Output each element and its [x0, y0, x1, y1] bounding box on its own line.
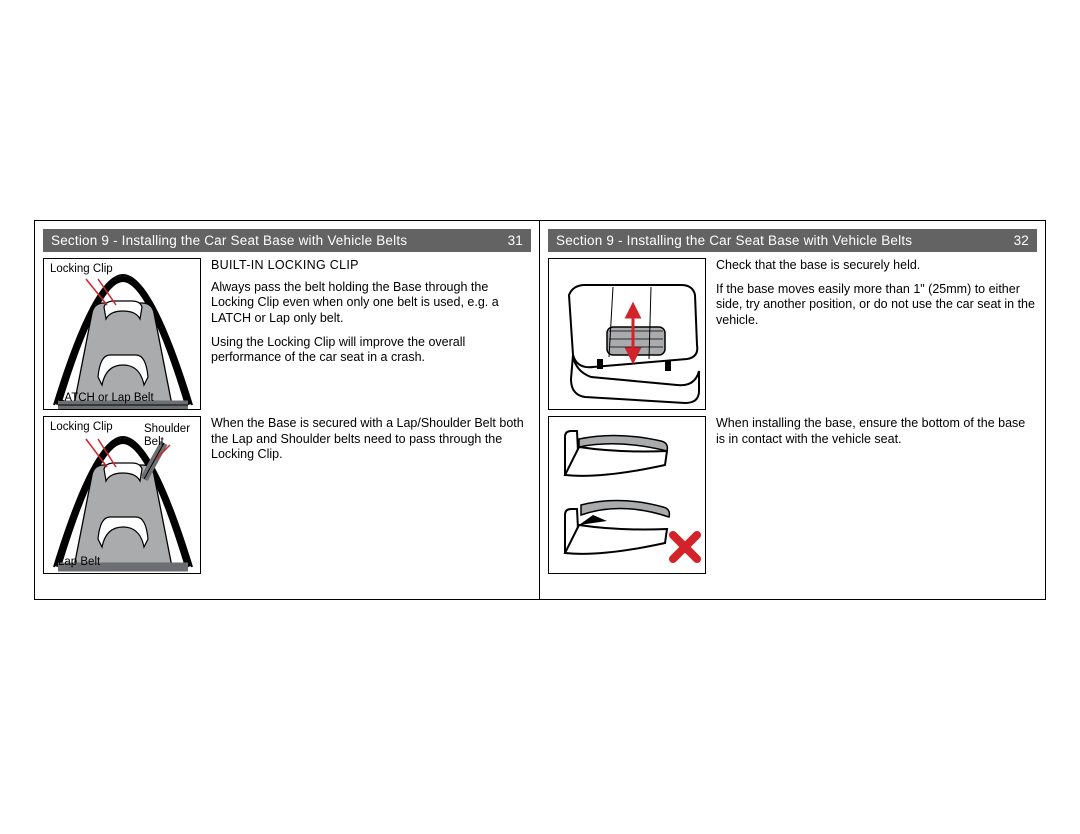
page-content: Locking Clip LATCH or Lap Belt BUILT-IN … [35, 258, 539, 588]
text-block-2: When installing the base, ensure the bot… [706, 416, 1037, 455]
clip-illustration-icon [44, 259, 201, 410]
diagram-locking-clip-double: Locking Clip Shoulder Belt Lap Belt [43, 416, 201, 574]
row-base-contact: When installing the base, ensure the bot… [548, 416, 1037, 574]
text-block-1: BUILT-IN LOCKING CLIP Always pass the be… [201, 258, 531, 374]
text-block-1: Check that the base is securely held. If… [706, 258, 1037, 337]
page-number: 31 [508, 233, 523, 248]
paragraph: When the Base is secured with a Lap/Shou… [211, 416, 531, 463]
page-number: 32 [1014, 233, 1029, 248]
label-latch-lap-belt: LATCH or Lap Belt [58, 392, 154, 405]
row-seat-check: Check that the base is securely held. If… [548, 258, 1037, 410]
diagram-base-contact [548, 416, 706, 574]
manual-spread: Section 9 - Installing the Car Seat Base… [34, 220, 1046, 600]
page-header: Section 9 - Installing the Car Seat Base… [43, 229, 531, 252]
base-contact-illustration-icon [549, 417, 706, 574]
heading-built-in-locking-clip: BUILT-IN LOCKING CLIP [211, 258, 531, 274]
label-lap-belt: Lap Belt [58, 556, 100, 569]
paragraph: Using the Locking Clip will improve the … [211, 335, 531, 366]
seat-illustration-icon [549, 259, 706, 410]
paragraph: If the base moves easily more than 1" (2… [716, 282, 1037, 329]
header-title: Section 9 - Installing the Car Seat Base… [51, 233, 407, 248]
label-locking-clip: Locking Clip [50, 263, 113, 276]
row-clip-double: Locking Clip Shoulder Belt Lap Belt When… [43, 416, 531, 574]
page-header: Section 9 - Installing the Car Seat Base… [548, 229, 1037, 252]
paragraph: When installing the base, ensure the bot… [716, 416, 1037, 447]
paragraph: Check that the base is securely held. [716, 258, 1037, 274]
text-block-2: When the Base is secured with a Lap/Shou… [201, 416, 531, 471]
page-content: Check that the base is securely held. If… [540, 258, 1045, 588]
page-31: Section 9 - Installing the Car Seat Base… [35, 221, 540, 599]
diagram-seat-movement [548, 258, 706, 410]
diagram-locking-clip-single: Locking Clip LATCH or Lap Belt [43, 258, 201, 410]
paragraph: Always pass the belt holding the Base th… [211, 280, 531, 327]
page-32: Section 9 - Installing the Car Seat Base… [540, 221, 1045, 599]
label-shoulder-belt: Shoulder Belt [144, 423, 194, 448]
row-clip-single: Locking Clip LATCH or Lap Belt BUILT-IN … [43, 258, 531, 410]
label-locking-clip: Locking Clip [50, 421, 113, 434]
header-title: Section 9 - Installing the Car Seat Base… [556, 233, 912, 248]
